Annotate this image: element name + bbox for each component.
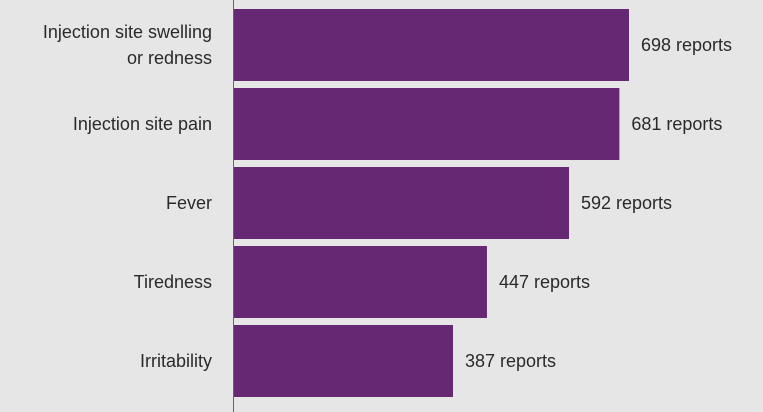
labels-layer: Injection site swelling or redness 698 rep… bbox=[43, 22, 732, 371]
category-label-line: or redness bbox=[127, 48, 212, 68]
category-label-line: Irritability bbox=[140, 351, 212, 371]
category-label-1: Injection site pain bbox=[73, 114, 212, 134]
category-label-line: Tiredness bbox=[134, 272, 212, 292]
data-label-3: 447 reports bbox=[499, 272, 590, 292]
bar-2 bbox=[234, 167, 570, 239]
data-label-4: 387 reports bbox=[465, 351, 556, 371]
category-label-0: Injection site swelling or redness bbox=[43, 22, 212, 68]
bar-4 bbox=[234, 325, 454, 397]
bar-3 bbox=[234, 246, 487, 318]
category-label-4: Irritability bbox=[140, 351, 212, 371]
category-label-2: Fever bbox=[166, 193, 212, 213]
category-label-line: Fever bbox=[166, 193, 212, 213]
category-label-line: Injection site pain bbox=[73, 114, 212, 134]
data-label-1: 681 reports bbox=[631, 114, 722, 134]
bar-1 bbox=[234, 88, 620, 160]
bar-0 bbox=[234, 9, 629, 81]
category-label-3: Tiredness bbox=[134, 272, 212, 292]
bars-layer bbox=[234, 9, 629, 397]
category-label-line: Injection site swelling bbox=[43, 22, 212, 42]
data-label-0: 698 reports bbox=[641, 35, 732, 55]
data-label-2: 592 reports bbox=[581, 193, 672, 213]
